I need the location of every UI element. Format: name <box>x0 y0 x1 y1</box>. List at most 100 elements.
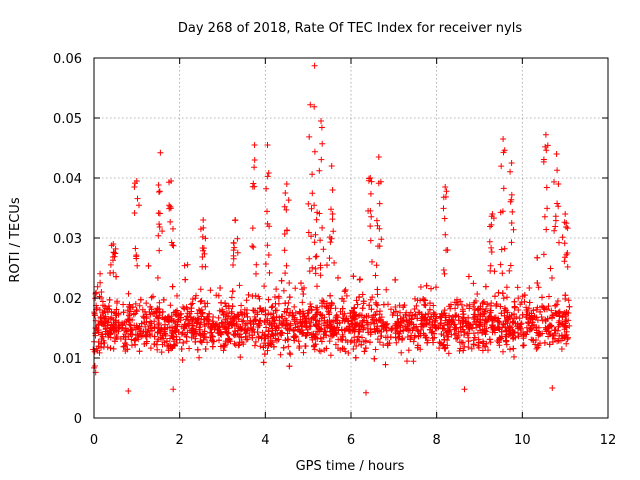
data-point <box>487 223 493 230</box>
data-point <box>441 215 448 222</box>
data-point <box>286 280 293 286</box>
data-point <box>549 275 555 281</box>
data-point <box>311 202 318 209</box>
data-point <box>324 262 330 269</box>
data-point <box>260 344 267 351</box>
data-point <box>441 310 448 317</box>
data-point <box>207 287 214 294</box>
data-point <box>440 267 447 273</box>
data-point <box>219 308 226 315</box>
data-point <box>366 302 373 309</box>
data-point <box>251 313 258 320</box>
data-point <box>265 170 272 176</box>
data-point <box>367 339 373 346</box>
data-point <box>217 285 224 291</box>
data-point <box>466 305 473 312</box>
data-point <box>271 320 278 327</box>
data-point <box>376 327 383 334</box>
data-point <box>249 183 256 190</box>
data-point <box>275 336 282 343</box>
data-point <box>420 322 427 329</box>
data-point <box>312 253 319 260</box>
data-point <box>534 280 541 286</box>
data-point <box>200 217 207 223</box>
data-point <box>326 309 333 316</box>
data-point <box>309 334 315 341</box>
data-point <box>380 323 387 330</box>
data-point <box>290 333 297 340</box>
data-point <box>380 301 387 308</box>
data-point <box>393 322 400 329</box>
data-point <box>176 312 183 319</box>
data-point <box>549 314 555 320</box>
data-point <box>344 339 351 345</box>
data-point <box>552 217 559 224</box>
data-point <box>413 302 420 309</box>
data-point <box>105 330 112 337</box>
data-point <box>273 286 280 293</box>
data-point <box>156 189 162 195</box>
data-point <box>245 291 252 298</box>
data-point <box>170 318 177 325</box>
data-point <box>488 302 494 309</box>
data-point <box>156 224 163 230</box>
data-point <box>475 342 481 349</box>
data-point <box>501 312 508 319</box>
data-point <box>295 338 302 345</box>
data-point <box>237 331 243 338</box>
data-point <box>307 101 314 108</box>
data-point <box>276 314 283 321</box>
data-point <box>199 254 206 260</box>
data-point <box>174 292 180 299</box>
data-point <box>200 245 207 252</box>
data-point <box>187 314 194 321</box>
data-point <box>316 210 323 217</box>
data-point <box>367 296 374 303</box>
data-point <box>510 335 516 342</box>
data-point <box>286 294 293 301</box>
data-point <box>145 262 152 269</box>
data-point <box>503 316 510 323</box>
data-point <box>507 198 514 205</box>
data-point <box>111 338 118 345</box>
data-point <box>228 309 235 315</box>
data-point <box>198 339 205 346</box>
y-axis-label: ROTI / TECUs <box>8 197 23 282</box>
data-point <box>565 310 572 316</box>
data-point <box>410 338 417 345</box>
data-point <box>216 337 222 344</box>
data-point <box>376 225 383 232</box>
data-point <box>383 327 390 334</box>
data-point <box>291 328 298 334</box>
data-point <box>428 329 435 336</box>
data-point <box>154 274 161 281</box>
data-point <box>446 312 452 319</box>
data-point <box>94 327 101 334</box>
data-point <box>261 283 268 290</box>
data-point <box>552 302 559 309</box>
data-point <box>189 300 196 307</box>
data-point <box>529 316 536 323</box>
data-point <box>554 200 561 207</box>
data-point <box>485 316 491 323</box>
data-point <box>471 334 478 341</box>
data-point <box>201 330 208 337</box>
data-point <box>352 321 359 328</box>
x-tick-label: 0 <box>90 433 98 448</box>
data-point <box>376 200 383 207</box>
data-point <box>156 188 163 195</box>
data-point <box>236 339 243 346</box>
data-point <box>440 194 447 201</box>
data-point <box>444 247 451 253</box>
data-point <box>547 265 554 272</box>
data-point <box>119 321 126 328</box>
data-point <box>264 242 271 249</box>
data-point <box>286 326 293 332</box>
data-point <box>261 351 268 358</box>
data-point <box>400 327 407 334</box>
data-point <box>321 328 328 335</box>
data-point <box>540 158 547 165</box>
data-point <box>193 326 200 333</box>
data-point <box>508 312 515 318</box>
data-point <box>213 292 220 299</box>
